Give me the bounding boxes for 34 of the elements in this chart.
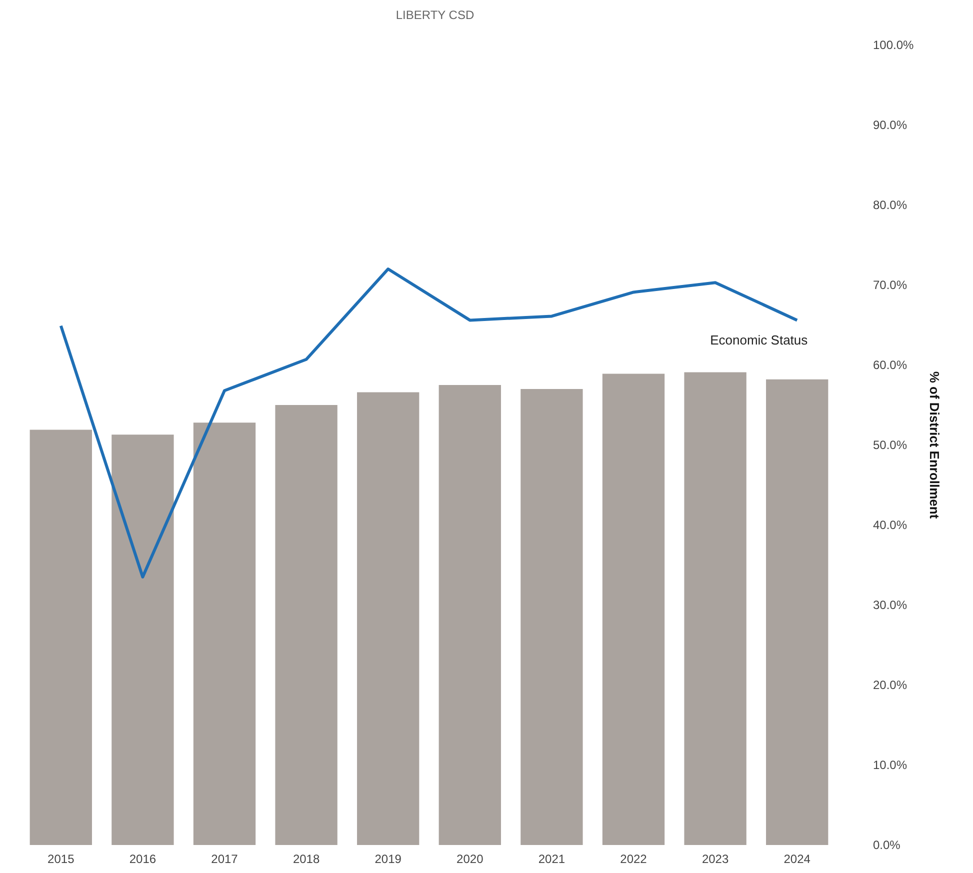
chart-title: LIBERTY CSD: [396, 8, 474, 22]
x-tick-label: 2015: [48, 852, 75, 866]
y-tick-label: 100.0%: [873, 38, 914, 52]
x-tick-label: 2019: [374, 852, 402, 866]
x-tick-label: 2021: [538, 852, 566, 866]
bar: [30, 430, 92, 845]
y-tick-label: 80.0%: [873, 198, 908, 212]
y-tick-label: 0.0%: [873, 838, 901, 852]
bar: [766, 379, 828, 845]
y-tick-label: 70.0%: [873, 278, 908, 292]
bar: [193, 422, 256, 845]
y-tick-label: 20.0%: [873, 678, 908, 692]
x-tick-label: 2024: [784, 852, 811, 866]
bar: [602, 374, 665, 845]
bar: [275, 405, 338, 845]
y-tick-label: 60.0%: [873, 358, 908, 372]
series-label: Economic Status: [710, 332, 808, 348]
y-tick-label: 10.0%: [873, 758, 908, 772]
y-tick-label: 40.0%: [873, 518, 908, 532]
x-tick-label: 2023: [702, 852, 729, 866]
y-tick-label: 90.0%: [873, 118, 908, 132]
bar: [112, 434, 174, 845]
y-tick-label: 50.0%: [873, 438, 908, 452]
bar: [684, 372, 746, 845]
x-tick-label: 2018: [292, 852, 320, 866]
x-tick-label: 2016: [129, 852, 156, 866]
bar: [520, 389, 583, 845]
y-axis-title: % of District Enrollment: [927, 371, 942, 520]
x-tick-label: 2022: [620, 852, 648, 866]
x-tick-label: 2017: [211, 852, 238, 866]
x-tick-label: 2020: [456, 852, 484, 866]
bar: [438, 385, 501, 845]
y-tick-label: 30.0%: [873, 598, 908, 612]
bar: [357, 392, 420, 845]
